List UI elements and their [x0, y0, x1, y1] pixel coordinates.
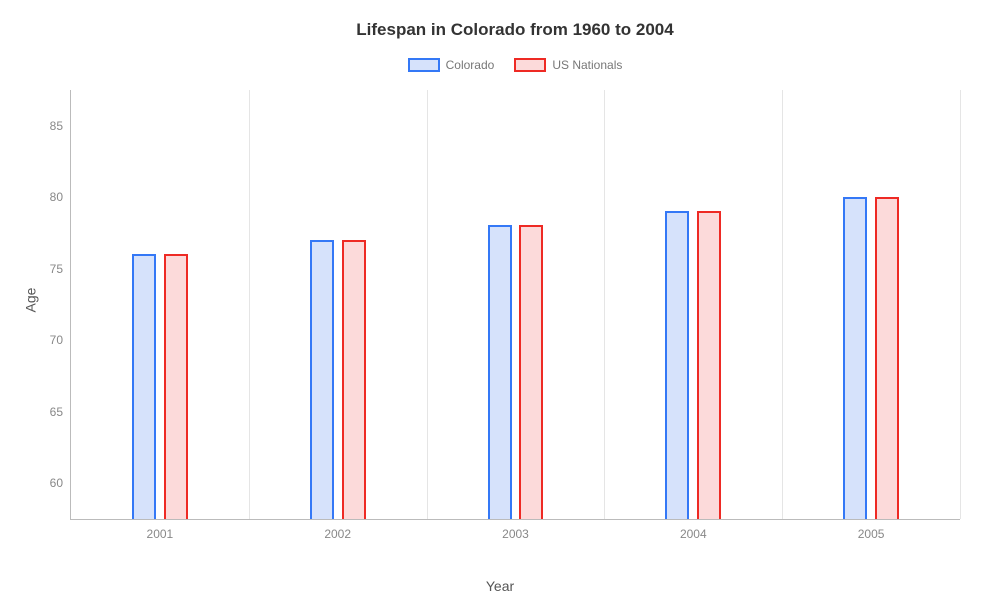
bar[interactable] — [875, 197, 899, 520]
y-tick-label: 65 — [50, 405, 63, 419]
y-tick-label: 70 — [50, 333, 63, 347]
chart-title: Lifespan in Colorado from 1960 to 2004 — [70, 20, 960, 40]
bar[interactable] — [164, 254, 188, 519]
gridline — [960, 90, 961, 519]
legend-label: US Nationals — [552, 58, 622, 72]
bar[interactable] — [697, 211, 721, 519]
legend-swatch-colorado — [408, 58, 440, 72]
legend-label: Colorado — [446, 58, 495, 72]
bar[interactable] — [342, 240, 366, 520]
gridline — [427, 90, 428, 519]
plot-area: 60657075808520012002200320042005 — [70, 90, 960, 520]
bar[interactable] — [488, 225, 512, 519]
x-tick-label: 2005 — [858, 527, 885, 541]
x-axis-title: Year — [486, 578, 514, 594]
y-axis-title: Age — [22, 288, 38, 313]
y-tick-label: 60 — [50, 476, 63, 490]
gridline — [604, 90, 605, 519]
gridline — [782, 90, 783, 519]
bar[interactable] — [843, 197, 867, 520]
bar[interactable] — [310, 240, 334, 520]
y-tick-label: 80 — [50, 190, 63, 204]
y-tick-label: 85 — [50, 119, 63, 133]
legend-item-us-nationals[interactable]: US Nationals — [514, 58, 622, 72]
y-tick-label: 75 — [50, 262, 63, 276]
legend: Colorado US Nationals — [70, 58, 960, 72]
legend-item-colorado[interactable]: Colorado — [408, 58, 495, 72]
x-tick-label: 2004 — [680, 527, 707, 541]
gridline — [249, 90, 250, 519]
x-tick-label: 2002 — [324, 527, 351, 541]
x-tick-label: 2003 — [502, 527, 529, 541]
x-tick-label: 2001 — [147, 527, 174, 541]
bar[interactable] — [665, 211, 689, 519]
chart-container: Lifespan in Colorado from 1960 to 2004 C… — [0, 0, 1000, 600]
bar[interactable] — [519, 225, 543, 519]
legend-swatch-us-nationals — [514, 58, 546, 72]
bar[interactable] — [132, 254, 156, 519]
